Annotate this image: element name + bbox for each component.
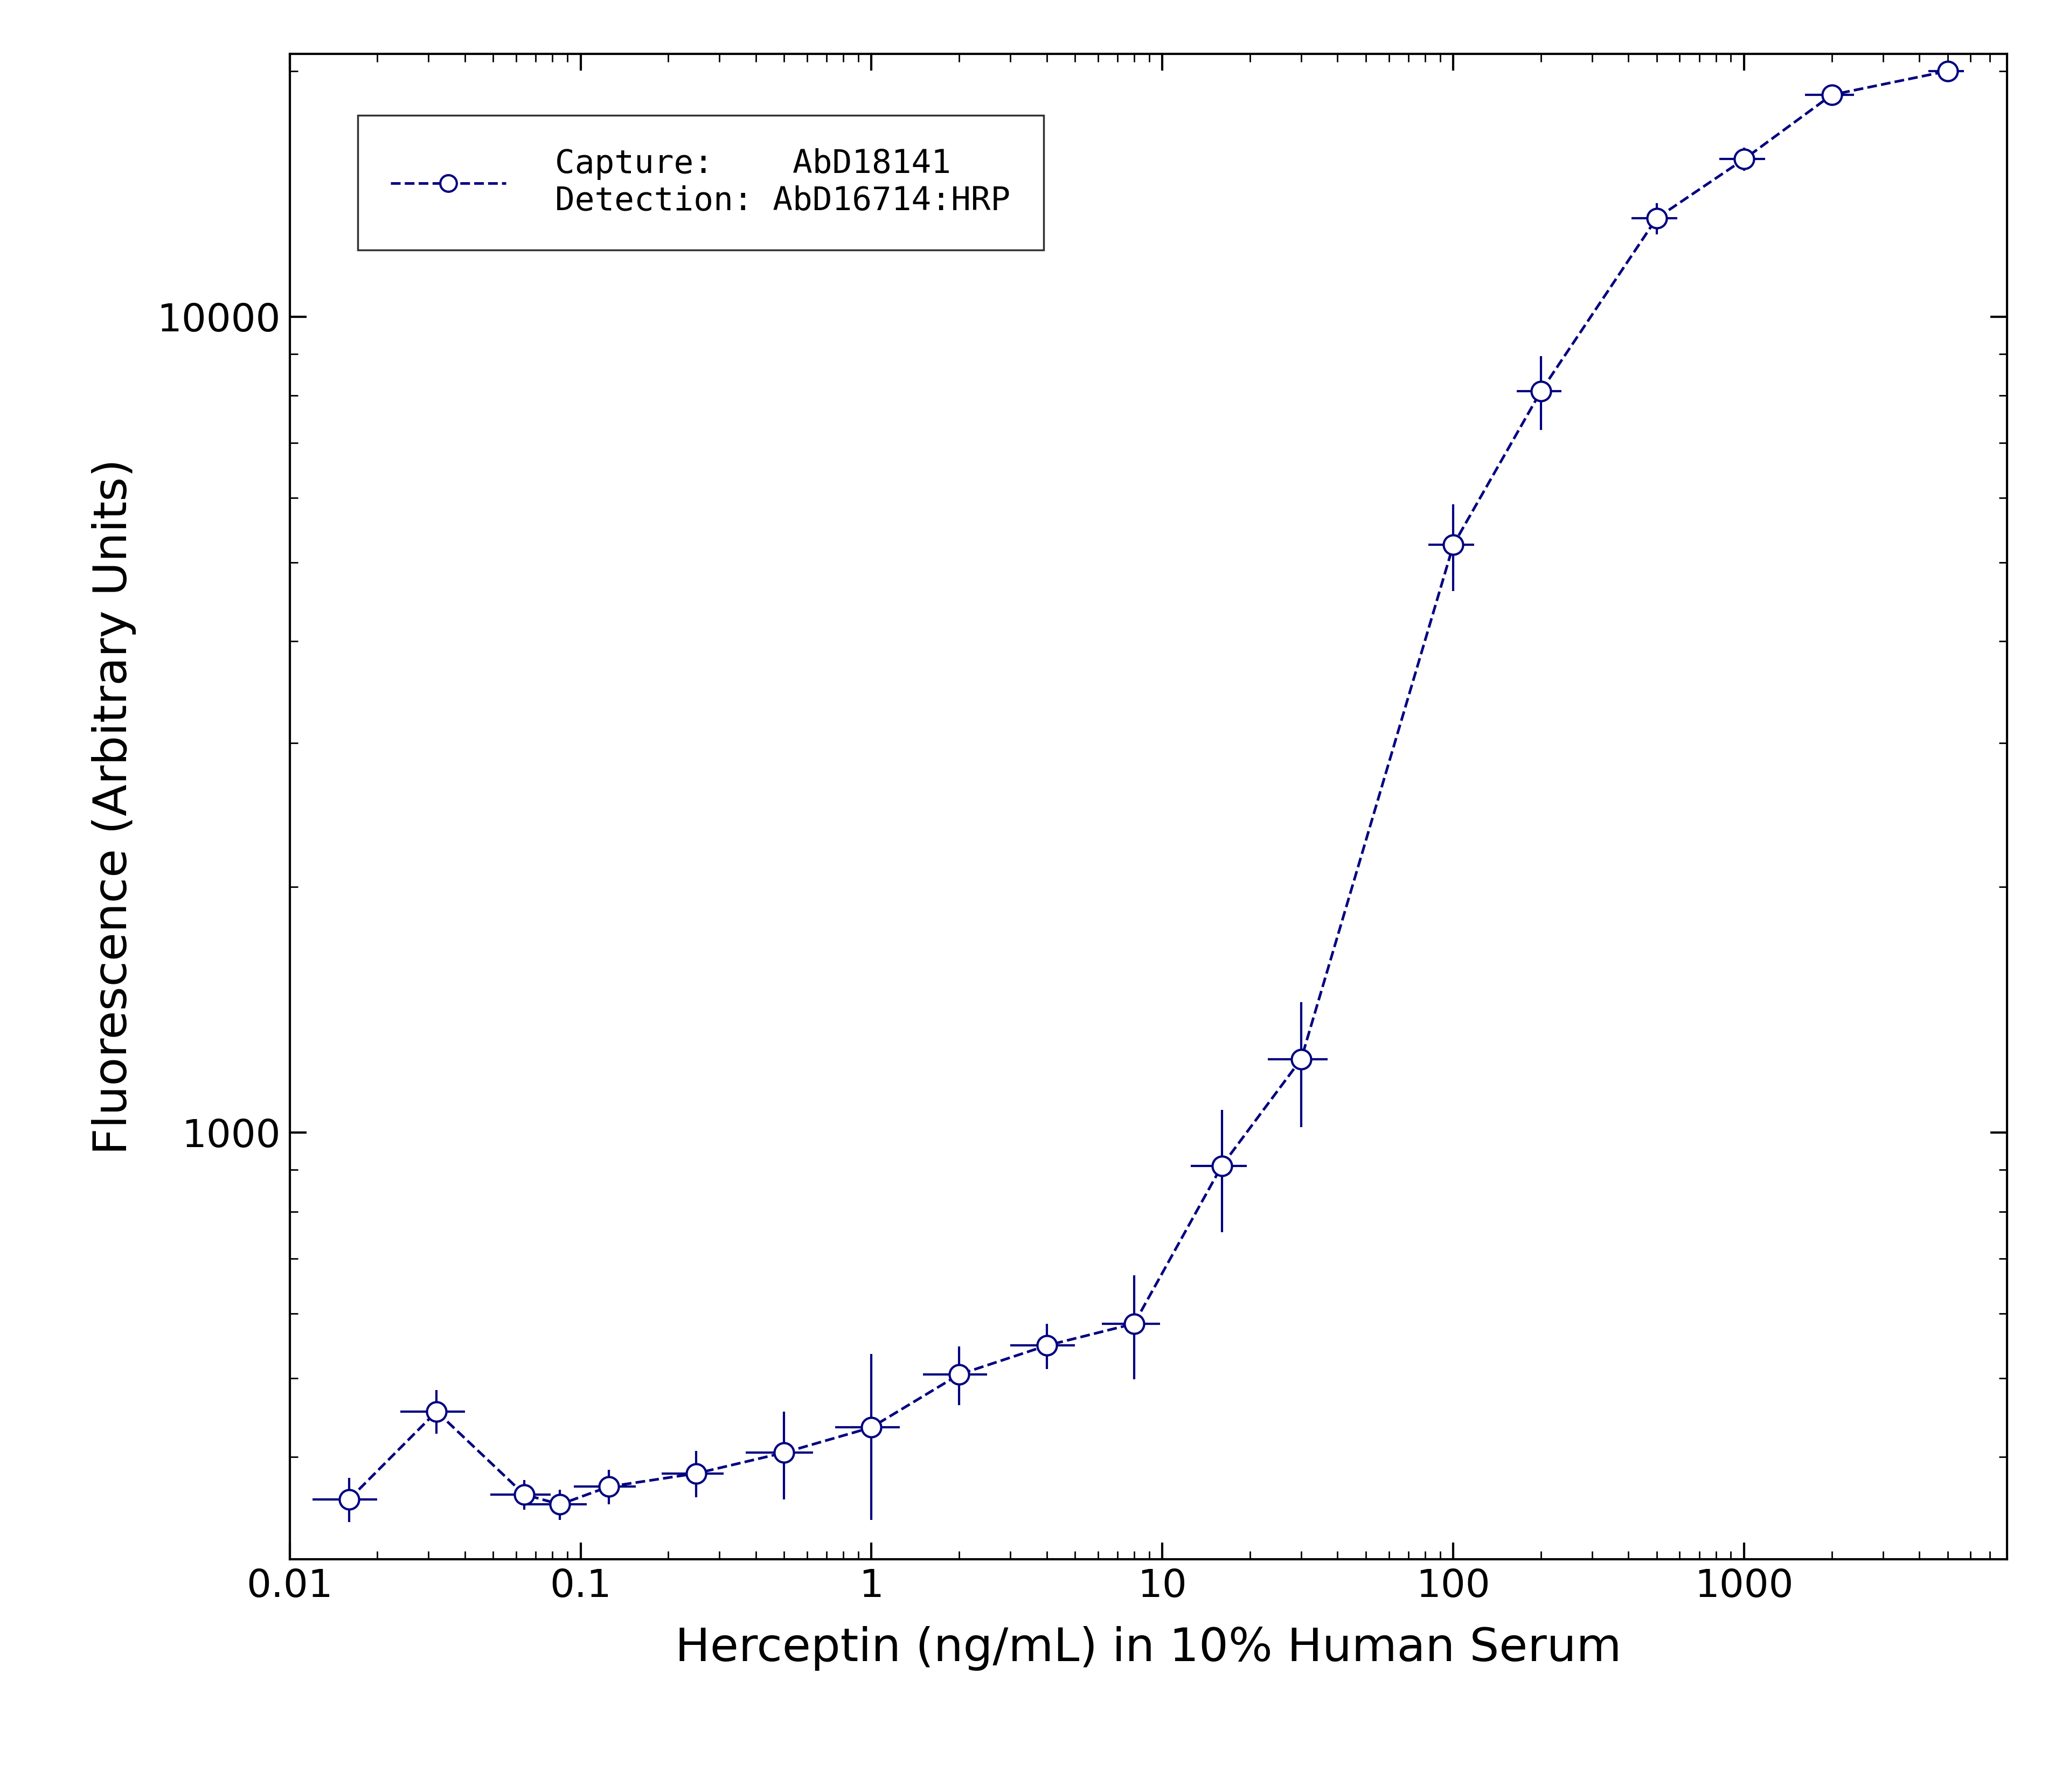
Legend: Capture:    AbD18141
Detection: AbD16714:HRP: Capture: AbD18141 Detection: AbD16714:HR… — [358, 115, 1043, 249]
Y-axis label: Fluorescence (Arbitrary Units): Fluorescence (Arbitrary Units) — [91, 459, 137, 1154]
X-axis label: Herceptin (ng/mL) in 10% Human Serum: Herceptin (ng/mL) in 10% Human Serum — [674, 1625, 1622, 1670]
